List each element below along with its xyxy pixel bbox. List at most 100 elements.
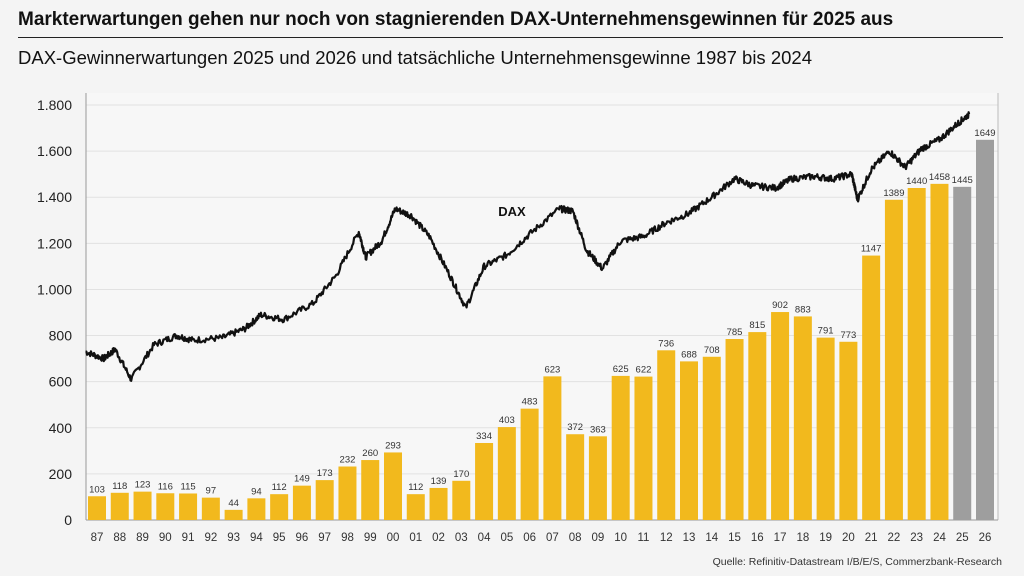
x-tick-label: 88 <box>113 532 126 544</box>
x-tick-label: 20 <box>842 532 855 544</box>
data-label-15: 785 <box>727 327 743 338</box>
data-label-05: 403 <box>499 415 515 426</box>
data-label-14: 708 <box>704 345 720 356</box>
bar-98 <box>338 466 357 520</box>
x-tick-label: 25 <box>956 532 969 544</box>
x-tick-label: 01 <box>409 532 422 544</box>
x-tick-label: 08 <box>569 532 582 544</box>
bar-93 <box>224 509 243 520</box>
x-tick-label: 04 <box>478 532 491 544</box>
data-label-87: 103 <box>89 484 105 495</box>
y-tick-label: 1.000 <box>37 281 72 297</box>
data-label-91: 115 <box>180 481 195 492</box>
bar-16 <box>748 332 767 520</box>
bar-11 <box>634 376 653 520</box>
y-tick-label: 1.200 <box>37 235 72 251</box>
data-label-88: 118 <box>112 481 127 492</box>
data-label-24: 1458 <box>929 172 950 183</box>
data-label-16: 815 <box>749 320 765 331</box>
x-tick-label: 95 <box>273 532 286 544</box>
data-label-96: 149 <box>294 474 310 485</box>
plot-background <box>86 93 998 520</box>
data-label-04: 334 <box>476 431 492 442</box>
data-label-97: 173 <box>317 468 333 479</box>
x-tick-label: 12 <box>660 532 673 544</box>
bar-14 <box>702 356 721 520</box>
data-label-00: 293 <box>385 440 401 451</box>
bar-26 <box>976 139 994 520</box>
x-tick-label: 92 <box>204 532 217 544</box>
bar-94 <box>247 498 266 520</box>
bar-87 <box>88 496 106 520</box>
data-label-03: 170 <box>453 469 469 480</box>
bar-97 <box>315 480 334 520</box>
x-tick-label: 07 <box>546 532 559 544</box>
data-label-95: 112 <box>272 482 287 493</box>
y-tick-label: 600 <box>49 374 73 390</box>
source-note: Quelle: Refinitiv-Datastream I/B/E/S, Co… <box>712 556 1002 568</box>
bar-17 <box>771 312 790 520</box>
chart-title: Markterwartungen gehen nur noch von stag… <box>18 9 894 30</box>
data-label-17: 902 <box>772 300 788 311</box>
x-tick-label: 23 <box>910 532 923 544</box>
bar-13 <box>680 361 698 520</box>
bar-91 <box>179 493 198 520</box>
x-tick-label: 11 <box>637 532 649 544</box>
bar-06 <box>520 408 539 520</box>
bar-92 <box>201 497 220 520</box>
x-tick-label: 99 <box>364 532 377 544</box>
bar-24 <box>930 183 949 520</box>
dax-line <box>85 111 971 382</box>
data-label-89: 123 <box>135 480 151 491</box>
x-tick-label: 96 <box>296 532 309 544</box>
data-label-25: 1445 <box>952 175 973 186</box>
data-label-18: 883 <box>795 304 811 315</box>
chart-subtitle: DAX-Gewinnerwartungen 2025 und 2026 und … <box>18 47 812 68</box>
bar-20 <box>839 341 858 520</box>
bar-02 <box>429 487 448 520</box>
x-tick-label: 93 <box>227 532 240 544</box>
bar-99 <box>361 460 380 520</box>
y-tick-label: 800 <box>49 328 73 344</box>
data-label-12: 736 <box>658 338 674 349</box>
data-label-94: 94 <box>251 486 262 497</box>
x-tick-label: 18 <box>796 532 809 544</box>
y-tick-label: 1.600 <box>37 143 72 159</box>
y-tick-label: 0 <box>64 512 72 528</box>
bar-89 <box>133 491 152 520</box>
data-label-07: 623 <box>544 364 560 375</box>
bar-25 <box>953 186 972 520</box>
x-tick-label: 97 <box>318 532 331 544</box>
y-tick-label: 200 <box>49 466 73 482</box>
x-tick-label: 09 <box>592 532 605 544</box>
x-tick-label: 98 <box>341 532 354 544</box>
bar-90 <box>156 493 175 520</box>
data-label-19: 791 <box>818 326 834 337</box>
y-tick-label: 1.400 <box>37 189 72 205</box>
bar-03 <box>452 480 471 520</box>
title-divider <box>18 37 1003 38</box>
data-label-01: 112 <box>408 482 423 493</box>
bar-23 <box>907 188 926 520</box>
bar-12 <box>657 350 676 520</box>
data-label-99: 260 <box>362 448 378 459</box>
x-tick-label: 19 <box>819 532 832 544</box>
x-tick-label: 14 <box>705 532 718 544</box>
data-label-06: 483 <box>522 397 538 408</box>
data-label-08: 372 <box>567 422 583 433</box>
data-label-13: 688 <box>681 349 697 360</box>
bar-96 <box>292 485 311 520</box>
bar-19 <box>816 337 835 520</box>
bar-18 <box>793 316 812 520</box>
data-label-90: 116 <box>158 481 173 492</box>
x-tick-label: 90 <box>159 532 172 544</box>
x-tick-label: 87 <box>91 532 104 544</box>
x-tick-label: 17 <box>774 532 787 544</box>
bar-09 <box>588 436 607 520</box>
data-label-22: 1389 <box>883 188 904 199</box>
bar-07 <box>543 376 562 520</box>
data-label-11: 622 <box>636 365 652 376</box>
x-tick-label: 91 <box>182 532 195 544</box>
